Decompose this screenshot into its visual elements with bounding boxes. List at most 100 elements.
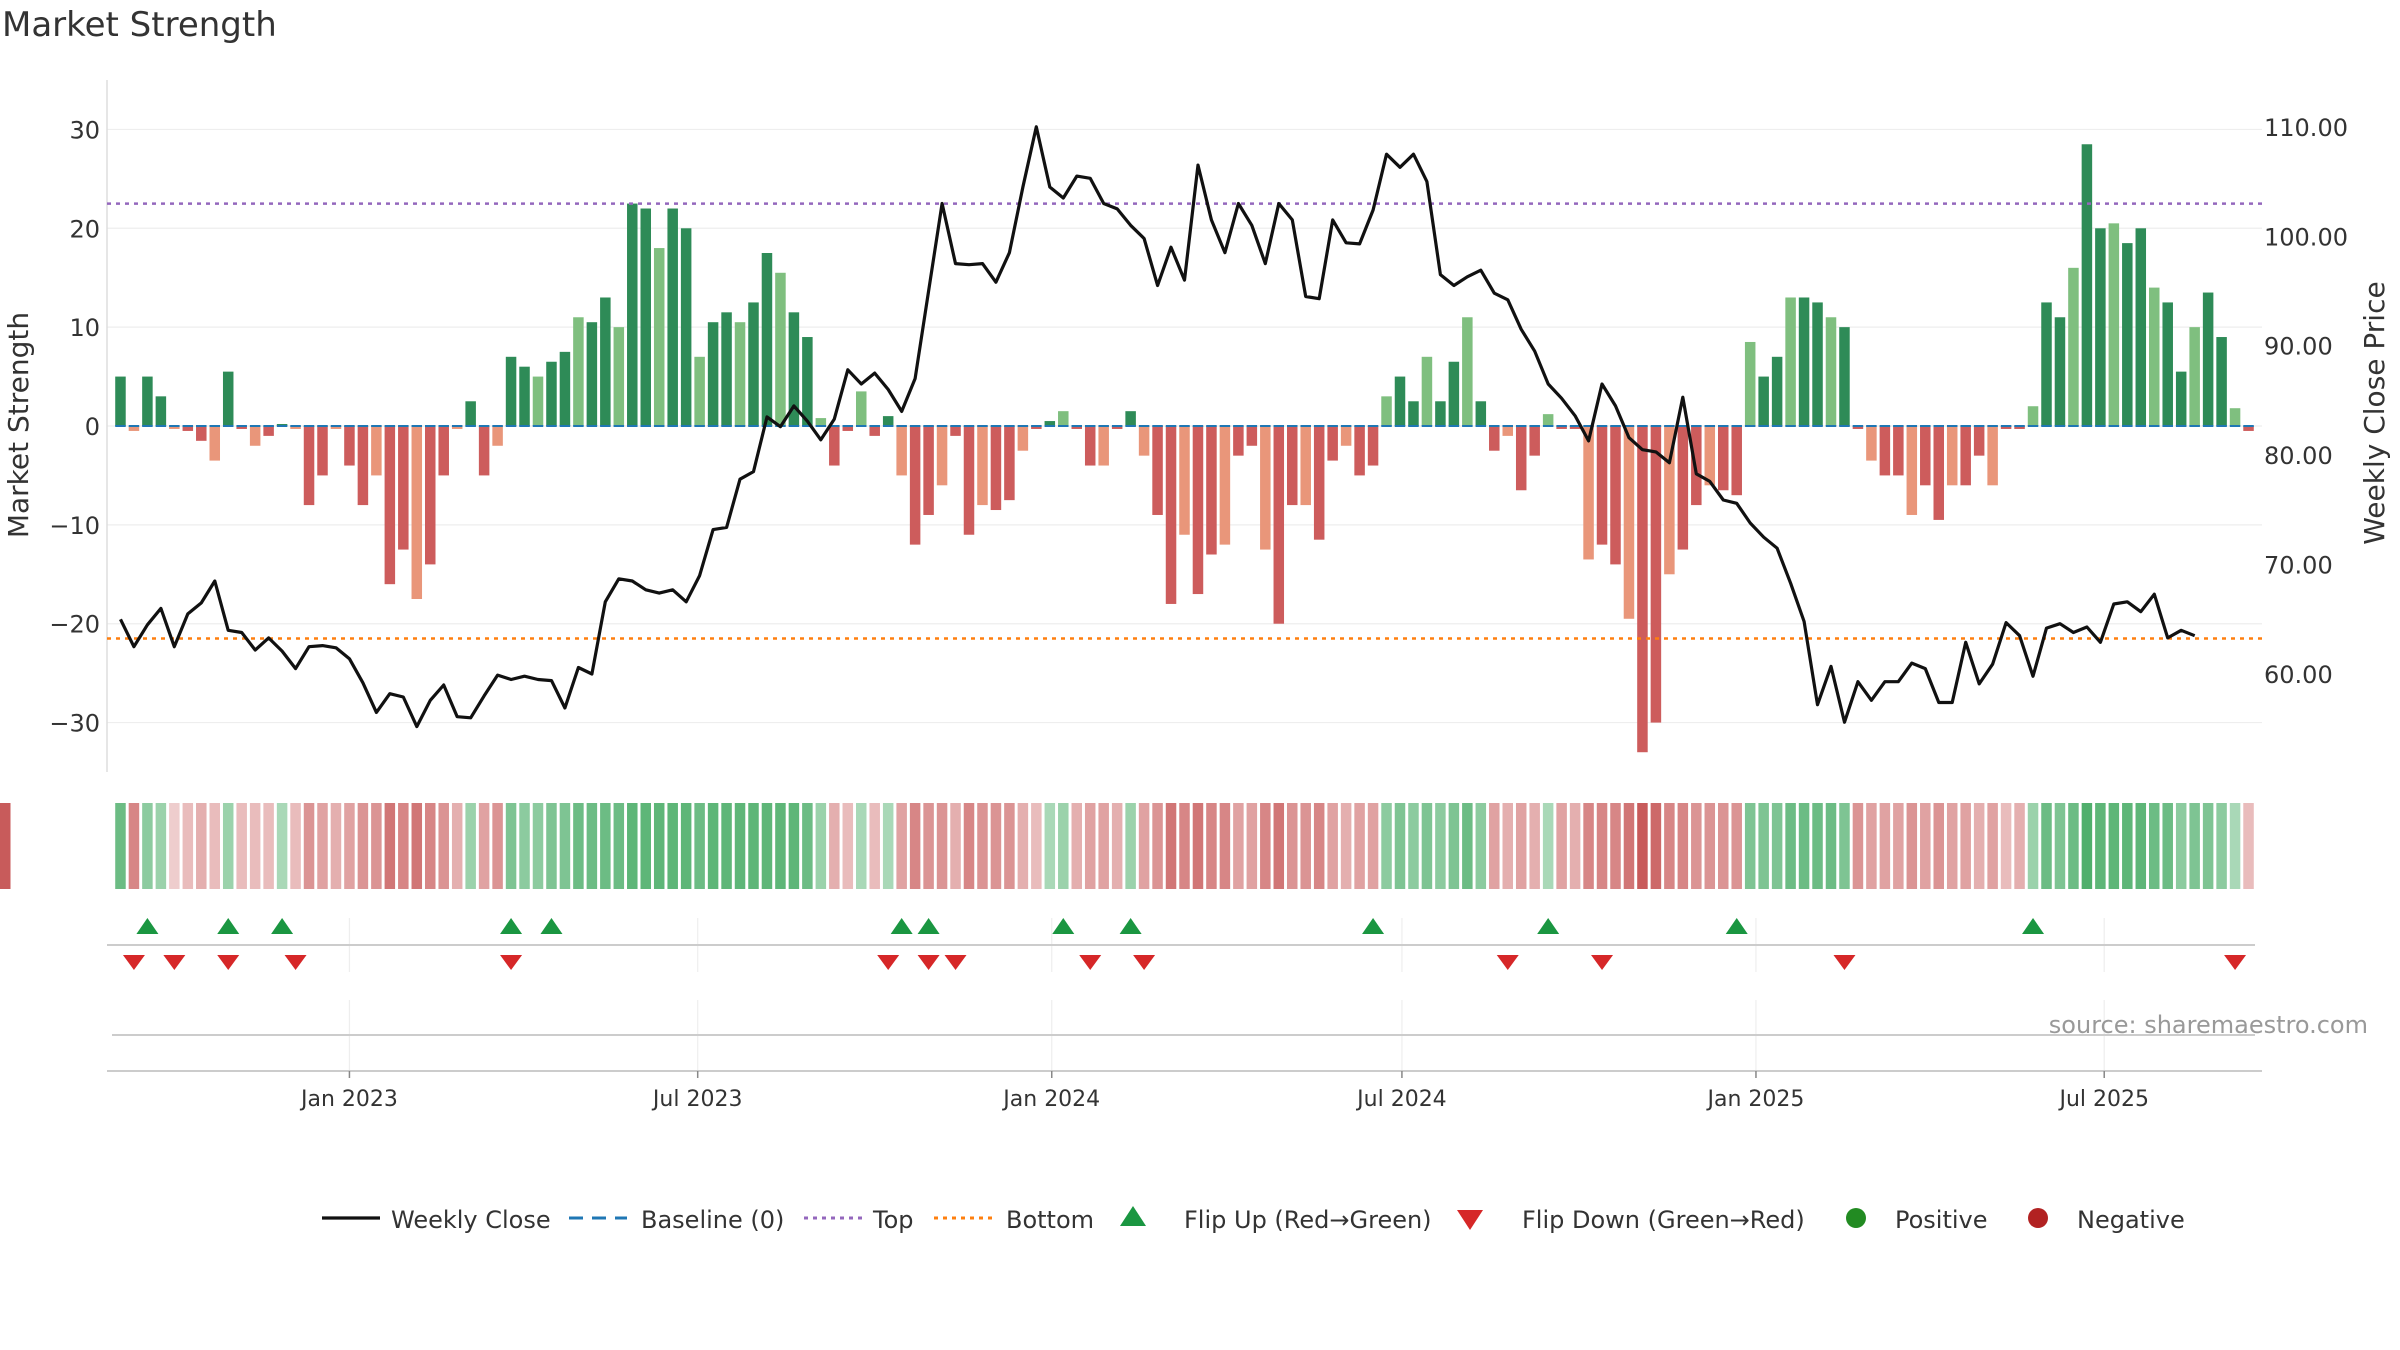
strength-bar <box>559 351 571 426</box>
strength-bar <box>2216 337 2227 426</box>
heatband-cell <box>2122 803 2133 889</box>
heatband-cell <box>1246 803 1258 889</box>
heatband-cell <box>1286 803 1298 889</box>
strength-bar <box>1879 426 1891 476</box>
heatband-cell <box>1408 803 1419 889</box>
x-tick-label: Jul 2025 <box>2057 1087 2149 1112</box>
strength-bar <box>694 356 705 426</box>
strength-bar <box>1367 426 1379 466</box>
strength-bar <box>923 426 934 515</box>
strength-bar <box>1637 426 1648 753</box>
heatband-cell <box>1502 803 1514 889</box>
strength-bar <box>1381 396 1392 426</box>
heatband-cell <box>0 803 11 889</box>
heatband-cell <box>330 803 342 889</box>
strength-bar <box>1704 426 1716 486</box>
strength-bar <box>1893 426 1904 476</box>
x-tick-label: Jan 2024 <box>1001 1087 1100 1112</box>
strength-bar <box>1758 376 1769 426</box>
strength-bar <box>1973 426 1985 456</box>
strength-bar <box>2095 228 2106 426</box>
flip-up-marker <box>1052 918 1075 934</box>
x-axis-ticks: Jan 2023 Jul 2023 Jan 2024 Jul 2024 Jan 2025… <box>299 1071 2149 1112</box>
strength-bar <box>1785 297 1796 426</box>
heatband-cell <box>182 803 194 889</box>
strength-bar <box>1542 414 1554 426</box>
heatband-cell <box>1583 803 1594 889</box>
heatband-cell <box>1879 803 1891 889</box>
flip-up-marker <box>1537 918 1560 934</box>
strength-bar <box>1233 426 1244 456</box>
flip-panel-grid <box>348 918 2105 1071</box>
left-tick-label: 30 <box>69 116 100 144</box>
heatband-cell <box>1394 803 1406 889</box>
heatband-cell <box>869 803 880 889</box>
strength-bar <box>209 426 221 461</box>
heatband-cell <box>2108 803 2120 889</box>
strength-bar <box>627 203 638 426</box>
strength-bar <box>802 337 813 426</box>
heatband-cell <box>1071 803 1083 889</box>
flip-up-marker <box>2022 918 2045 934</box>
strength-bar <box>1866 426 1877 461</box>
heatband-cell <box>802 803 813 889</box>
strength-bar <box>1744 341 1756 426</box>
heatband-cell <box>1596 803 1608 889</box>
x-tick-label: Jan 2025 <box>1706 1087 1805 1112</box>
strength-bar <box>950 426 961 436</box>
strength-bar <box>1731 426 1742 496</box>
flip-down-marker <box>1496 955 1519 970</box>
strength-bar <box>2014 426 2025 429</box>
strength-bar <box>963 426 975 535</box>
heatband-cell <box>492 803 503 889</box>
strength-bar <box>761 253 773 426</box>
strength-bar <box>1111 426 1123 429</box>
strength-bar <box>182 426 194 431</box>
strength-bar <box>465 401 476 426</box>
strength-bar <box>1300 426 1311 506</box>
flip-up-marker <box>890 918 913 934</box>
heatband-cell <box>1933 803 1945 889</box>
heatband-cell <box>1260 803 1271 889</box>
heatband-cell <box>815 803 827 889</box>
weekly-close-line <box>119 125 2196 729</box>
strength-bar <box>142 376 153 426</box>
heatband-cell <box>1758 803 1769 889</box>
strength-bar <box>1812 302 1823 426</box>
flip-down-marker <box>1833 955 1856 970</box>
strength-bar <box>2054 317 2066 426</box>
heatband-cell <box>532 803 544 889</box>
strength-bar <box>1394 376 1406 426</box>
x-tick-label: Jul 2023 <box>651 1087 743 1112</box>
heatband-cell <box>303 803 315 889</box>
legend-negative: Negative <box>2077 1206 2185 1234</box>
strength-bar <box>1219 426 1231 545</box>
heatband-cell <box>236 803 247 889</box>
strength-bar <box>1610 426 1621 565</box>
heatband-cell <box>1866 803 1877 889</box>
heatband-cell <box>2027 803 2039 889</box>
strength-bar <box>1138 426 1150 456</box>
heatband-cell <box>1152 803 1163 889</box>
strength-bar <box>1906 426 1918 515</box>
heatband-cell <box>451 803 463 889</box>
heatband-cell <box>1893 803 1904 889</box>
left-tick-label: 10 <box>69 314 100 342</box>
heatband-cell <box>1111 803 1123 889</box>
heatband-cell <box>1489 803 1500 889</box>
strength-bar <box>613 327 625 426</box>
heatband-cell <box>2081 803 2093 889</box>
strength-bar <box>977 426 988 506</box>
heatband-cell <box>1084 803 1096 889</box>
heatband-cell <box>438 803 449 889</box>
strength-bar <box>263 426 274 436</box>
heatband-cell <box>1704 803 1716 889</box>
flip-up-marker <box>500 918 523 934</box>
legend-top: Top <box>872 1206 914 1234</box>
strength-bar <box>2243 426 2254 431</box>
heatband-cell <box>909 803 921 889</box>
heatband-cell <box>613 803 625 889</box>
strength-bar <box>1165 426 1177 604</box>
heatband-cell <box>1475 803 1487 889</box>
strength-bar <box>1071 426 1083 429</box>
